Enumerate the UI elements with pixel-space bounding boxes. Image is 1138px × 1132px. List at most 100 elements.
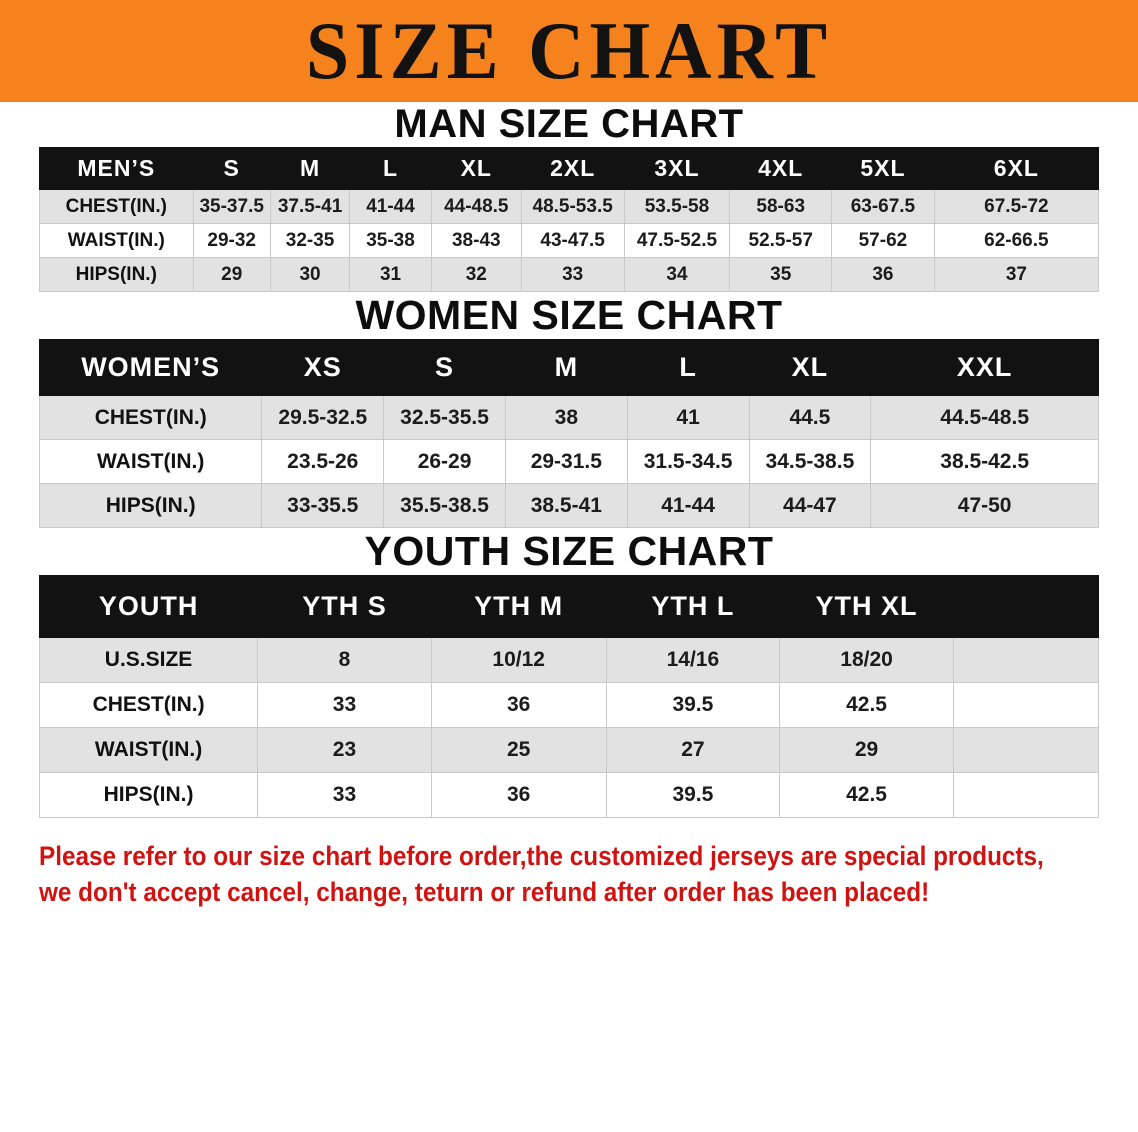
- row-label: CHEST(IN.): [38, 395, 263, 440]
- filler-cell: [952, 637, 1100, 683]
- size-value-cell: 35.5-38.5: [383, 483, 506, 528]
- size-value-cell: 29-32: [192, 223, 271, 258]
- size-value-cell: 29: [192, 257, 271, 292]
- women-size-table: WOMEN’S XS S M L XL XXL CHEST(IN.) 29.5-32.5 32.5…: [38, 339, 1099, 528]
- row-label: HIPS(IN.): [39, 257, 194, 292]
- size-column-header: 2XL: [520, 147, 625, 190]
- size-value-cell: 33: [520, 257, 625, 292]
- size-value-cell: 38: [504, 395, 628, 440]
- corner-label: WOMEN’S: [38, 339, 263, 396]
- size-column-header: S: [383, 339, 506, 396]
- youth-size-section: YOUTH SIZE CHART YOUTH YTH S YTH M YTH L YTH…: [0, 528, 1138, 818]
- size-value-cell: 35-37.5: [192, 189, 271, 224]
- size-value-cell: 42.5: [779, 772, 954, 818]
- row-label: WAIST(IN.): [39, 223, 194, 258]
- size-value-cell: 39.5: [605, 682, 781, 728]
- size-column-header: XL: [430, 147, 522, 190]
- size-value-cell: 8: [257, 637, 432, 683]
- size-value-cell: 30: [269, 257, 351, 292]
- table-row: HIPS(IN.) 33-35.5 35.5-38.5 38.5-41 41-44 44-…: [38, 483, 1099, 528]
- size-value-cell: 31: [349, 257, 432, 292]
- footer-line-2: we don't accept cancel, change, teturn o…: [39, 877, 930, 907]
- size-value-cell: 31.5-34.5: [626, 439, 750, 484]
- size-column-header: YTH M: [430, 575, 607, 638]
- row-label: WAIST(IN.): [38, 727, 259, 773]
- corner-label: MEN’S: [39, 147, 194, 190]
- youth-table-wrap: YOUTH YTH S YTH M YTH L YTH XL U.S.SIZE 8 10/12…: [0, 575, 1138, 818]
- size-value-cell: 44.5-48.5: [870, 395, 1099, 440]
- filler-cell: [952, 772, 1100, 818]
- row-label: HIPS(IN.): [38, 772, 259, 818]
- row-label: CHEST(IN.): [38, 682, 259, 728]
- filler-cell: [952, 575, 1100, 638]
- men-size-section: MAN SIZE CHART MEN’S S M L XL 2XL 3XL 4XL 5XL 6XL…: [0, 102, 1138, 292]
- table-row: HIPS(IN.) 33 36 39.5 42.5: [38, 772, 1100, 818]
- table-row: WAIST(IN.) 23.5-26 26-29 29-31.5 31.5-34.5 34…: [38, 439, 1099, 484]
- size-value-cell: 63-67.5: [831, 189, 935, 224]
- size-column-header: M: [269, 147, 351, 190]
- size-column-header: S: [192, 147, 271, 190]
- size-value-cell: 25: [430, 727, 607, 773]
- page-title: SIZE CHART: [305, 5, 833, 96]
- size-column-header: XL: [748, 339, 872, 396]
- size-value-cell: 33-35.5: [261, 483, 385, 528]
- table-row: WAIST(IN.) 23 25 27 29: [38, 727, 1100, 773]
- row-label: CHEST(IN.): [39, 189, 194, 224]
- size-value-cell: 27: [605, 727, 781, 773]
- size-value-cell: 23: [257, 727, 432, 773]
- size-value-cell: 32-35: [269, 223, 351, 258]
- size-column-header: XS: [261, 339, 385, 396]
- corner-label: YOUTH: [38, 575, 259, 638]
- size-value-cell: 23.5-26: [261, 439, 385, 484]
- size-value-cell: 38-43: [430, 223, 522, 258]
- filler-cell: [952, 682, 1100, 728]
- size-value-cell: 37: [933, 257, 1100, 292]
- size-value-cell: 39.5: [605, 772, 781, 818]
- size-value-cell: 36: [430, 682, 607, 728]
- size-column-header: XXL: [870, 339, 1099, 396]
- size-value-cell: 42.5: [779, 682, 954, 728]
- size-value-cell: 44.5: [748, 395, 872, 440]
- row-label: HIPS(IN.): [38, 483, 263, 528]
- table-row: WAIST(IN.) 29-32 32-35 35-38 38-43 43-47.5 47.…: [39, 223, 1100, 258]
- size-column-header: 3XL: [623, 147, 731, 190]
- women-table-wrap: WOMEN’S XS S M L XL XXL CHEST(IN.) 29.5-32.5 32.5…: [0, 339, 1138, 528]
- size-value-cell: 57-62: [831, 223, 935, 258]
- size-value-cell: 29-31.5: [504, 439, 628, 484]
- header-row: MEN’S S M L XL 2XL 3XL 4XL 5XL 6XL: [39, 147, 1100, 190]
- size-value-cell: 52.5-57: [729, 223, 833, 258]
- size-column-header: M: [504, 339, 628, 396]
- size-value-cell: 35-38: [349, 223, 432, 258]
- men-table-wrap: MEN’S S M L XL 2XL 3XL 4XL 5XL 6XL CHEST(IN.) 35-37…: [0, 147, 1138, 292]
- size-value-cell: 48.5-53.5: [520, 189, 625, 224]
- women-chart-title: WOMEN SIZE CHART: [355, 292, 783, 338]
- size-value-cell: 32.5-35.5: [383, 395, 506, 440]
- size-column-header: YTH XL: [779, 575, 954, 638]
- banner: SIZE CHART: [0, 0, 1138, 102]
- size-value-cell: 29: [779, 727, 954, 773]
- size-value-cell: 47-50: [870, 483, 1099, 528]
- size-value-cell: 38.5-41: [504, 483, 628, 528]
- header-row: WOMEN’S XS S M L XL XXL: [38, 339, 1099, 396]
- size-column-header: L: [626, 339, 750, 396]
- size-value-cell: 38.5-42.5: [870, 439, 1099, 484]
- men-chart-title: MAN SIZE CHART: [394, 102, 744, 146]
- table-row: HIPS(IN.) 29 30 31 32 33 34 35 36 37: [39, 257, 1100, 292]
- size-column-header: 6XL: [933, 147, 1100, 190]
- size-value-cell: 34.5-38.5: [748, 439, 872, 484]
- size-value-cell: 37.5-41: [269, 189, 351, 224]
- size-value-cell: 47.5-52.5: [623, 223, 731, 258]
- size-value-cell: 10/12: [430, 637, 607, 683]
- size-value-cell: 18/20: [779, 637, 954, 683]
- table-row: U.S.SIZE 8 10/12 14/16 18/20: [38, 637, 1100, 683]
- size-value-cell: 29.5-32.5: [261, 395, 385, 440]
- size-value-cell: 32: [430, 257, 522, 292]
- size-column-header: L: [349, 147, 432, 190]
- row-label: WAIST(IN.): [38, 439, 263, 484]
- header-row: YOUTH YTH S YTH M YTH L YTH XL: [38, 575, 1100, 638]
- footer-note: Please refer to our size chart before or…: [0, 818, 1138, 908]
- size-value-cell: 33: [257, 682, 432, 728]
- footer-line-1: Please refer to our size chart before or…: [39, 841, 1044, 871]
- size-value-cell: 41: [626, 395, 750, 440]
- size-value-cell: 34: [623, 257, 731, 292]
